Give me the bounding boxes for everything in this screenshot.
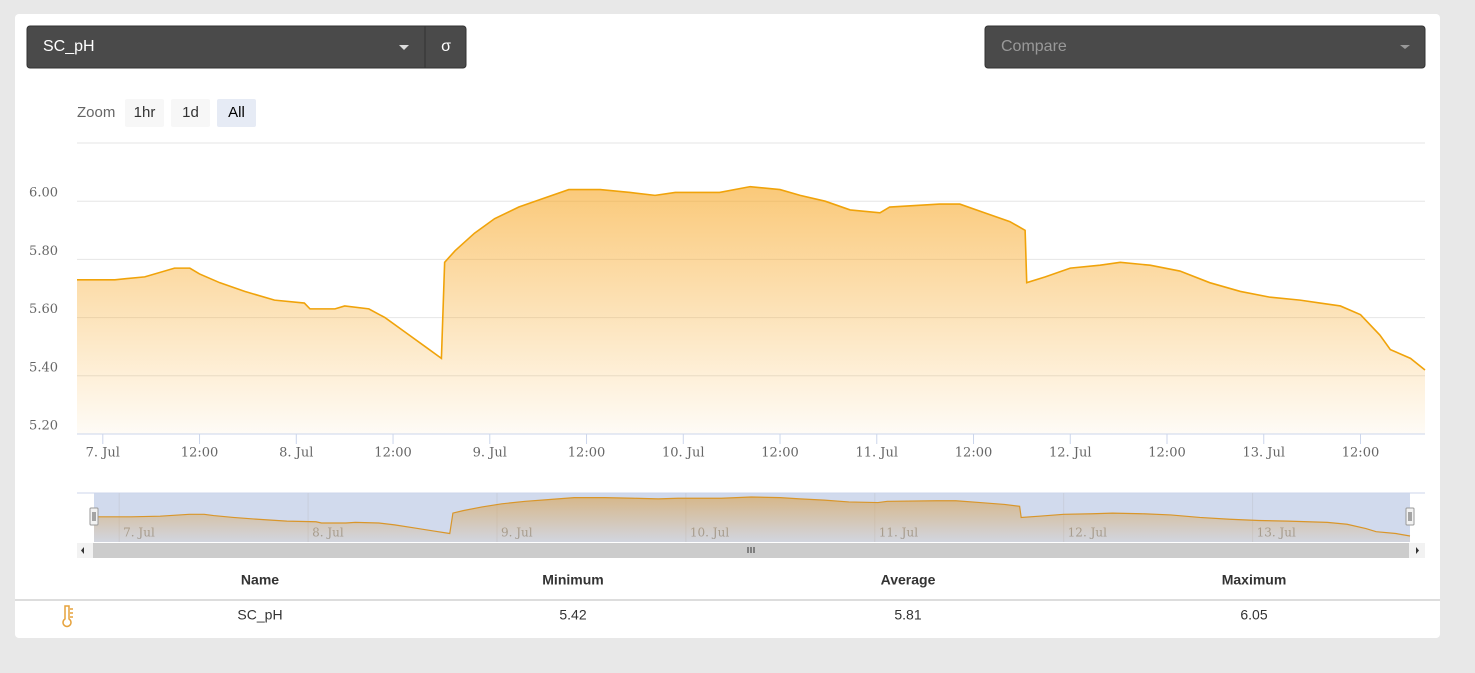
thermometer-icon	[62, 605, 73, 628]
zoom-button-label[interactable]: All	[228, 104, 245, 121]
x-tick-label: 12:00	[955, 446, 992, 461]
table-header: Average	[881, 572, 936, 588]
compare-select[interactable]: Compare	[984, 25, 1426, 69]
navigator-line	[94, 496, 1411, 537]
navigator-handle-grip	[1408, 512, 1412, 521]
zoom-label: Zoom	[77, 104, 115, 121]
y-tick-label: 5.80	[29, 244, 58, 259]
zoom-button[interactable]	[171, 99, 210, 127]
table-cell: SC_pH	[237, 607, 282, 623]
x-tick-label: 12:00	[568, 446, 605, 461]
table-cell: 5.42	[559, 607, 586, 623]
table-header: Maximum	[1222, 572, 1287, 588]
line	[77, 185, 1426, 371]
navigator-handle[interactable]	[1405, 507, 1415, 526]
x-tick-label: 12:00	[761, 446, 798, 461]
navigator-handle-grip	[92, 512, 96, 521]
sensor-select[interactable]: SC_pH σ	[26, 25, 467, 69]
x-tick-label: 8. Jul	[279, 446, 313, 461]
x-tick-label: 13. Jul	[1242, 446, 1285, 461]
x-tick-label: 9. Jul	[473, 446, 507, 461]
x-tick-label: 12. Jul	[1049, 446, 1092, 461]
x-tick-label: 12:00	[374, 446, 411, 461]
zoom-button-label[interactable]: 1d	[182, 104, 199, 121]
table-header: Name	[241, 572, 279, 588]
select-value[interactable]: SC_pH	[43, 38, 95, 55]
x-tick-label: 7. Jul	[86, 446, 120, 461]
zoom-button[interactable]	[125, 99, 164, 127]
x-tick-label: 12:00	[1148, 446, 1185, 461]
x-tick-label: 12:00	[181, 446, 218, 461]
y-tick-label: 5.60	[29, 302, 58, 317]
table-cell: 5.81	[894, 607, 921, 623]
compare-placeholder[interactable]: Compare	[1001, 38, 1067, 55]
dropdown-arrow[interactable]	[1400, 45, 1410, 49]
sigma-button[interactable]: σ	[441, 38, 451, 55]
zoom-button[interactable]	[217, 99, 256, 127]
x-tick-label: 10. Jul	[662, 446, 705, 461]
area-fill	[77, 186, 1425, 434]
x-tick-label: 11. Jul	[855, 446, 898, 461]
table-cell: 6.05	[1240, 607, 1267, 623]
navigator-handle[interactable]	[89, 507, 99, 526]
dropdown-arrow[interactable]	[399, 45, 409, 50]
compare-box[interactable]	[984, 25, 1426, 69]
y-tick-label: 5.40	[29, 360, 58, 375]
y-tick-label: 6.00	[29, 186, 58, 201]
y-tick-label: 5.20	[29, 419, 58, 434]
scrollbar-grip	[747, 547, 755, 553]
x-tick-label: 12:00	[1342, 446, 1379, 461]
select-box[interactable]	[26, 25, 467, 69]
navigator-area	[94, 497, 1410, 542]
table-header: Minimum	[542, 572, 603, 588]
zoom-button-label[interactable]: 1hr	[134, 104, 156, 121]
